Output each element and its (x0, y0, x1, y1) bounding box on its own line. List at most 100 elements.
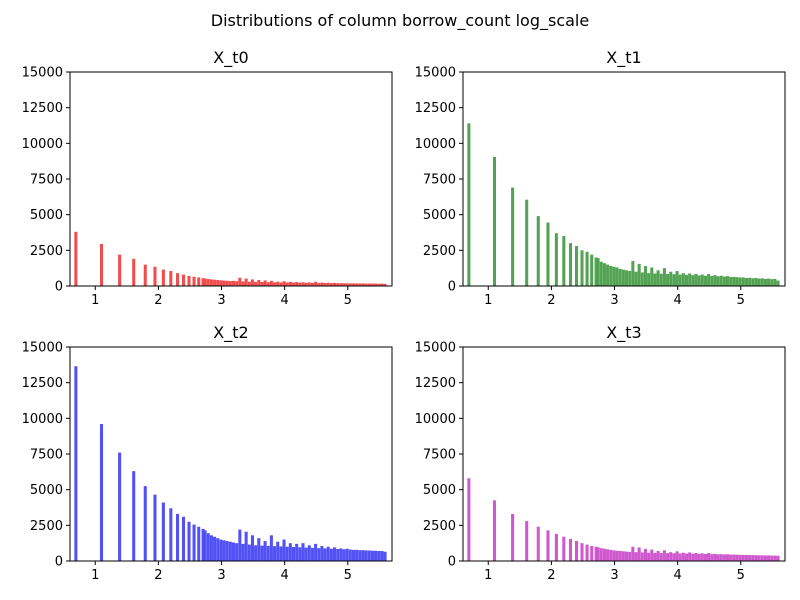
histogram-bar (225, 541, 229, 561)
histogram-bar (694, 553, 698, 561)
subplot-title: X_t1 (606, 48, 641, 68)
histogram-bar (729, 276, 733, 286)
histogram-bar (377, 283, 381, 286)
histogram-bar (770, 279, 774, 286)
histogram-bar (621, 269, 625, 286)
y-tick-label: 2500 (30, 244, 63, 259)
histogram-bar (169, 508, 173, 561)
histogram-bar (585, 544, 589, 561)
histogram-bar (339, 283, 343, 286)
histogram-bar (525, 521, 529, 561)
histogram-bar (726, 276, 730, 286)
y-tick-label: 7500 (423, 173, 456, 188)
histogram-bar (370, 550, 374, 561)
histogram-bar (562, 536, 566, 561)
histogram-bar (719, 554, 723, 561)
histogram-bar (231, 542, 236, 561)
histogram-bar (643, 266, 647, 286)
y-tick-label: 10000 (415, 137, 456, 152)
histogram-bar (310, 547, 314, 561)
x-tick-label: 3 (610, 293, 618, 308)
histogram-bar (206, 279, 210, 286)
histogram-bar (637, 547, 641, 561)
y-tick-label: 10000 (415, 412, 456, 427)
histogram-bar (729, 554, 733, 561)
histogram-bar (666, 553, 670, 561)
histogram-bar (348, 549, 352, 561)
histogram-bar (99, 424, 104, 561)
histogram-bar (697, 553, 701, 561)
x-tick-label: 5 (344, 568, 352, 583)
histogram-bar (228, 281, 232, 286)
y-tick-label: 0 (448, 555, 456, 570)
histogram-bar (314, 543, 318, 561)
histogram-bar (606, 549, 610, 561)
figure-title: Distributions of column borrow_count log… (211, 11, 589, 31)
histogram-bar (688, 552, 692, 561)
histogram-bar (244, 531, 248, 561)
axes-frame (69, 71, 393, 287)
histogram-bar (273, 282, 277, 286)
histogram-bar (339, 548, 343, 561)
histogram-bar (669, 271, 673, 286)
histogram-bar (719, 275, 723, 286)
y-tick-label: 10000 (22, 412, 63, 427)
histogram-bar (279, 546, 283, 561)
histogram-bar (580, 250, 584, 286)
subplot-title: X_t3 (606, 323, 641, 343)
histogram-bar (250, 279, 254, 286)
y-tick-label: 7500 (30, 173, 63, 188)
histogram-bar (594, 257, 598, 286)
histogram-bar (132, 471, 136, 561)
histogram-bar (219, 280, 223, 286)
histogram-bar (751, 555, 755, 561)
y-tick-label: 12500 (415, 376, 456, 391)
histogram-bar (329, 283, 333, 286)
histogram-bar (370, 283, 374, 286)
histogram-bar (691, 275, 695, 286)
histogram-bar (266, 282, 270, 286)
histogram-bar (345, 283, 349, 286)
histogram-bar (209, 279, 213, 286)
histogram-bar (688, 273, 692, 286)
y-tick-label: 15000 (22, 66, 63, 81)
y-tick-label: 15000 (415, 341, 456, 356)
histogram-bar (273, 546, 277, 561)
histogram-bar (735, 277, 739, 286)
histogram-bar (580, 543, 584, 561)
histogram-bar (201, 528, 205, 561)
subplot-X_t1: 1 2 3 4 5 0 2500 5000 7500 10000 12500 15000 X_t1 (415, 48, 786, 308)
histogram-bar (279, 282, 283, 286)
x-tick-label: 2 (154, 293, 162, 308)
histogram-bar (348, 283, 352, 286)
histogram-bar (748, 277, 752, 286)
histogram-bar (492, 156, 497, 286)
histogram-bar (358, 283, 362, 286)
histogram-bar (351, 549, 356, 561)
histogram-bar (754, 555, 758, 561)
histogram-bar (260, 545, 264, 561)
histogram-bar (74, 366, 78, 561)
x-tick-label: 1 (91, 568, 99, 583)
histogram-bar (618, 551, 622, 561)
histogram-bar (355, 283, 359, 286)
histogram-bar (748, 555, 752, 561)
histogram-bar (536, 526, 540, 561)
histogram-bar (760, 555, 764, 561)
histogram-bar (216, 280, 220, 286)
histogram-bar (323, 548, 327, 561)
histogram-bar (175, 513, 180, 561)
histogram-bar (525, 199, 529, 286)
histogram-bar (590, 546, 594, 561)
histogram-bar (225, 280, 229, 286)
histogram-bar (203, 278, 207, 286)
histogram-bar (269, 535, 273, 561)
histogram-bar (609, 266, 613, 286)
histogram-bar (295, 282, 299, 286)
histogram-bar (536, 216, 540, 286)
histogram-bar (767, 555, 771, 561)
histogram-bar (203, 530, 207, 561)
histogram-bar (216, 538, 220, 561)
histogram-bar (326, 282, 330, 286)
